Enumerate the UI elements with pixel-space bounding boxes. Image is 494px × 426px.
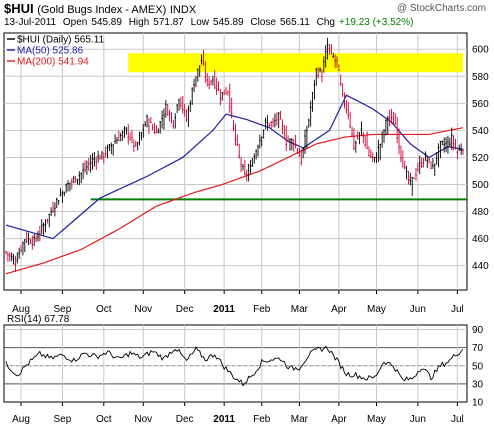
chg-value: +19.23 (+3.52%)	[338, 17, 414, 28]
open-label: Open	[62, 17, 88, 28]
x-tick-label: Jun	[410, 304, 426, 315]
low-label: Low	[190, 17, 210, 28]
legend-ma200-label: MA(200) 541.94	[17, 57, 89, 68]
rsi-line	[5, 345, 464, 387]
x-tick-label: Dec	[176, 304, 194, 315]
price-tick-label: 520	[472, 153, 489, 164]
rsi-x-tick-label: 2011	[213, 414, 235, 425]
rsi-tick-label: 30	[472, 379, 484, 390]
legend-price-label: $HUI (Daily) 565.11	[17, 35, 105, 46]
close-value: 565.11	[279, 17, 310, 28]
rsi-tick-label: 90	[472, 325, 484, 336]
price-tick-label: 600	[472, 45, 489, 56]
low-value: 545.89	[213, 17, 244, 28]
x-tick-label: Mar	[291, 304, 309, 315]
quote-bar: 13-Jul-2011 Open 545.89 High 571.87 Low 545…	[4, 17, 417, 28]
x-axis-rsi: Aug Sep Oct Nov Dec 2011 Feb Mar Apr May Jun Jul	[12, 402, 464, 425]
x-tick-label: Apr	[331, 304, 347, 315]
x-tick-label: Feb	[253, 304, 271, 315]
rsi-x-tick-label: Jun	[410, 414, 426, 425]
quote-date: 13-Jul-2011	[4, 17, 57, 28]
rsi-x-tick-label: Nov	[134, 414, 152, 425]
rsi-x-tick-label: Dec	[176, 414, 194, 425]
ma50-line	[5, 94, 464, 240]
rsi-x-tick-label: Jul	[451, 414, 464, 425]
symbol: $HUI	[4, 1, 34, 16]
price-tick-label: 440	[472, 261, 489, 272]
x-tick-label: Jul	[451, 304, 464, 315]
chart-title: $HUI (Gold Bugs Index - AMEX) INDX	[4, 1, 196, 16]
price-panel: 440 460 480 500 520 540 560 580 600 $HUI (Daily) …	[3, 32, 489, 291]
rsi-x-tick-label: Apr	[331, 414, 347, 425]
price-tick-label: 460	[472, 234, 489, 245]
rsi-x-tick-label: Oct	[96, 414, 112, 425]
x-tick-label: 2011	[213, 304, 235, 315]
rsi-x-tick-label: May	[367, 414, 386, 425]
x-tick-label: Sep	[54, 304, 72, 315]
watermark: @ StockCharts.com	[396, 3, 486, 14]
price-tick-label: 580	[472, 72, 489, 83]
rsi-plot-frame	[3, 324, 468, 403]
rsi-legend-label: RSI(14) 67.78	[7, 314, 70, 325]
index-name: (Gold Bugs Index - AMEX)	[37, 4, 167, 16]
chg-label: Chg	[316, 17, 335, 28]
high-value: 571.87	[153, 17, 184, 28]
rsi-x-tick-label: Aug	[12, 414, 30, 425]
ma200-line	[5, 127, 464, 275]
x-tick-label: Aug	[12, 304, 30, 315]
exchange: INDX	[169, 4, 197, 16]
legend-ma50-label: MA(50) 525.86	[17, 46, 84, 57]
rsi-x-tick-label: Sep	[54, 414, 72, 425]
price-tick-label: 500	[472, 180, 489, 191]
x-tick-label: Oct	[96, 304, 112, 315]
rsi-tick-label: 10	[472, 398, 484, 409]
resistance-highlight	[128, 53, 463, 73]
price-tick-label: 480	[472, 207, 489, 218]
rsi-tick-label: 50	[472, 361, 484, 372]
x-axis-main: Aug Sep Oct Nov Dec 2011 Feb Mar Apr May Jun Jul	[12, 290, 464, 315]
rsi-panel: 10 30 50 70 90 RSI(14) 67.78	[3, 314, 484, 409]
price-tick-label: 540	[472, 126, 489, 137]
open-value: 545.89	[91, 17, 122, 28]
price-bars	[5, 37, 464, 273]
high-label: High	[128, 17, 150, 28]
x-tick-label: May	[367, 304, 386, 315]
rsi-x-tick-label: Mar	[291, 414, 309, 425]
close-label: Close	[250, 17, 276, 28]
rsi-x-tick-label: Feb	[253, 414, 271, 425]
price-tick-label: 560	[472, 99, 489, 110]
x-tick-label: Nov	[134, 304, 152, 315]
rsi-tick-label: 70	[472, 343, 484, 354]
